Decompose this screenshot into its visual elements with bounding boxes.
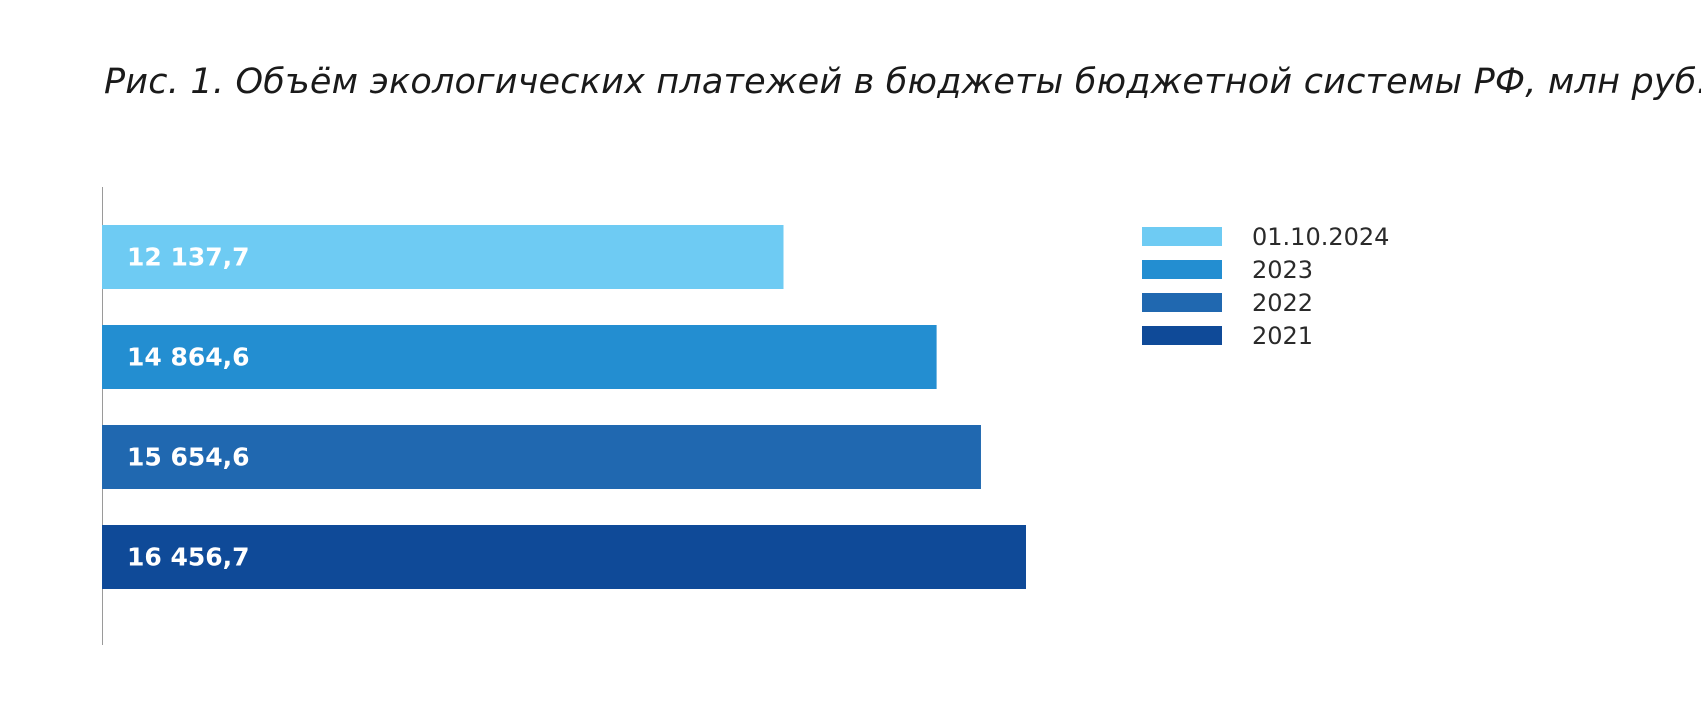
legend-swatch	[1142, 227, 1222, 246]
bar-value-label: 15 654,6	[127, 443, 250, 472]
bar-2022	[102, 425, 981, 489]
legend-swatch	[1142, 260, 1222, 279]
chart-title: Рис. 1. Объём экологических платежей в б…	[104, 62, 1701, 102]
bar-value-label: 12 137,7	[127, 243, 250, 272]
legend: 01.10.2024 2023 2022 2021	[1142, 220, 1389, 352]
bars-group: 12 137,7 14 864,6 15 654,6 16 456,7	[102, 225, 1026, 589]
legend-swatch	[1142, 293, 1222, 312]
legend-label: 2021	[1252, 321, 1314, 350]
legend-label: 2023	[1252, 255, 1314, 284]
legend-item-01-10-2024: 01.10.2024	[1142, 220, 1389, 253]
legend-item-2022: 2022	[1142, 286, 1389, 319]
legend-label: 01.10.2024	[1252, 222, 1390, 251]
bar-01-10-2024	[102, 225, 784, 289]
bar-2023	[102, 325, 937, 389]
bar-2021	[102, 525, 1026, 589]
legend-label: 2022	[1252, 288, 1314, 317]
legend-swatch	[1142, 326, 1222, 345]
legend-item-2023: 2023	[1142, 253, 1389, 286]
bar-value-label: 14 864,6	[127, 343, 250, 372]
legend-item-2021: 2021	[1142, 319, 1389, 352]
bar-value-label: 16 456,7	[127, 543, 250, 572]
